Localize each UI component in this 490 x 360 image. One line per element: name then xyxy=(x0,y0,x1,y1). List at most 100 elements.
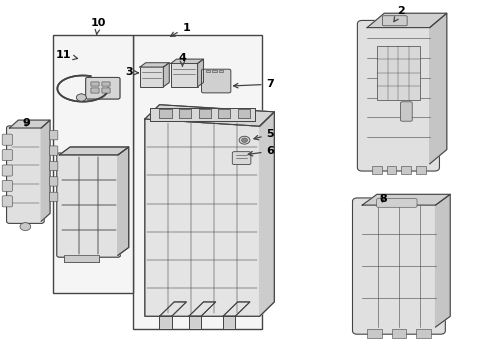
Bar xyxy=(372,166,382,174)
Bar xyxy=(102,88,110,93)
Bar xyxy=(159,109,171,118)
Bar xyxy=(102,88,110,93)
FancyBboxPatch shape xyxy=(2,134,12,145)
FancyBboxPatch shape xyxy=(377,199,417,207)
Bar xyxy=(392,329,406,338)
Text: 1: 1 xyxy=(171,23,190,36)
Polygon shape xyxy=(189,302,216,316)
Text: 2: 2 xyxy=(394,6,405,22)
Bar xyxy=(102,82,110,86)
Bar xyxy=(179,109,191,118)
Bar xyxy=(91,82,99,86)
Bar xyxy=(212,70,217,72)
Bar xyxy=(150,108,255,121)
Polygon shape xyxy=(9,120,50,128)
Polygon shape xyxy=(223,302,250,316)
Polygon shape xyxy=(362,194,450,205)
Bar xyxy=(223,316,235,329)
Bar xyxy=(189,316,201,329)
Bar xyxy=(416,329,431,338)
FancyBboxPatch shape xyxy=(49,192,58,202)
Bar xyxy=(91,82,99,86)
Bar xyxy=(102,82,110,86)
Bar xyxy=(238,109,250,118)
Polygon shape xyxy=(145,119,260,316)
Bar xyxy=(91,88,99,93)
FancyBboxPatch shape xyxy=(57,153,121,257)
Polygon shape xyxy=(260,112,274,316)
Circle shape xyxy=(239,136,250,144)
Bar xyxy=(159,316,171,329)
Bar xyxy=(219,70,223,72)
Polygon shape xyxy=(145,105,274,126)
Bar xyxy=(238,109,250,118)
Text: 10: 10 xyxy=(91,18,106,34)
Bar xyxy=(206,70,210,72)
Text: 9: 9 xyxy=(22,118,30,128)
Polygon shape xyxy=(171,59,203,63)
Text: 6: 6 xyxy=(248,146,274,156)
Bar xyxy=(416,166,426,174)
Bar xyxy=(64,255,99,262)
Polygon shape xyxy=(367,13,447,28)
FancyBboxPatch shape xyxy=(357,21,440,171)
Bar xyxy=(198,109,211,118)
Bar xyxy=(189,316,201,329)
Polygon shape xyxy=(197,59,203,87)
Text: 7: 7 xyxy=(234,79,274,89)
FancyBboxPatch shape xyxy=(201,69,231,93)
Bar xyxy=(218,109,230,118)
FancyBboxPatch shape xyxy=(2,180,12,192)
Polygon shape xyxy=(140,63,169,67)
FancyBboxPatch shape xyxy=(86,77,120,99)
Bar xyxy=(140,67,163,87)
Polygon shape xyxy=(223,302,250,316)
Polygon shape xyxy=(118,147,129,255)
Bar xyxy=(171,63,197,87)
Circle shape xyxy=(20,223,31,230)
Polygon shape xyxy=(430,13,447,164)
Bar xyxy=(150,108,255,121)
FancyBboxPatch shape xyxy=(400,102,412,121)
Bar xyxy=(198,109,211,118)
Text: 8: 8 xyxy=(379,194,387,204)
Bar xyxy=(53,35,133,293)
FancyBboxPatch shape xyxy=(2,196,12,207)
Bar xyxy=(367,329,382,338)
Polygon shape xyxy=(59,147,129,155)
Bar xyxy=(401,166,411,174)
Bar xyxy=(377,45,420,100)
FancyBboxPatch shape xyxy=(2,149,12,161)
Text: 11: 11 xyxy=(55,50,77,60)
Text: 5: 5 xyxy=(254,130,274,140)
Polygon shape xyxy=(189,302,216,316)
Polygon shape xyxy=(159,302,186,316)
FancyBboxPatch shape xyxy=(86,77,120,99)
Bar xyxy=(159,316,171,329)
FancyBboxPatch shape xyxy=(383,16,407,26)
FancyBboxPatch shape xyxy=(232,152,251,165)
Bar xyxy=(218,109,230,118)
Circle shape xyxy=(242,138,247,142)
Bar xyxy=(159,109,171,118)
FancyBboxPatch shape xyxy=(352,198,445,334)
FancyBboxPatch shape xyxy=(57,153,121,257)
FancyBboxPatch shape xyxy=(49,161,58,171)
Polygon shape xyxy=(436,194,450,327)
Polygon shape xyxy=(59,147,129,155)
FancyBboxPatch shape xyxy=(6,126,44,224)
FancyBboxPatch shape xyxy=(49,177,58,186)
Polygon shape xyxy=(260,112,274,316)
Bar xyxy=(223,316,235,329)
Bar xyxy=(133,35,262,329)
FancyBboxPatch shape xyxy=(49,131,58,140)
Bar xyxy=(179,109,191,118)
Text: 3: 3 xyxy=(125,67,139,77)
Circle shape xyxy=(76,94,86,101)
Polygon shape xyxy=(163,63,169,87)
Circle shape xyxy=(76,94,86,101)
Bar xyxy=(91,88,99,93)
FancyBboxPatch shape xyxy=(2,165,12,176)
FancyBboxPatch shape xyxy=(49,146,58,155)
Polygon shape xyxy=(159,302,186,316)
